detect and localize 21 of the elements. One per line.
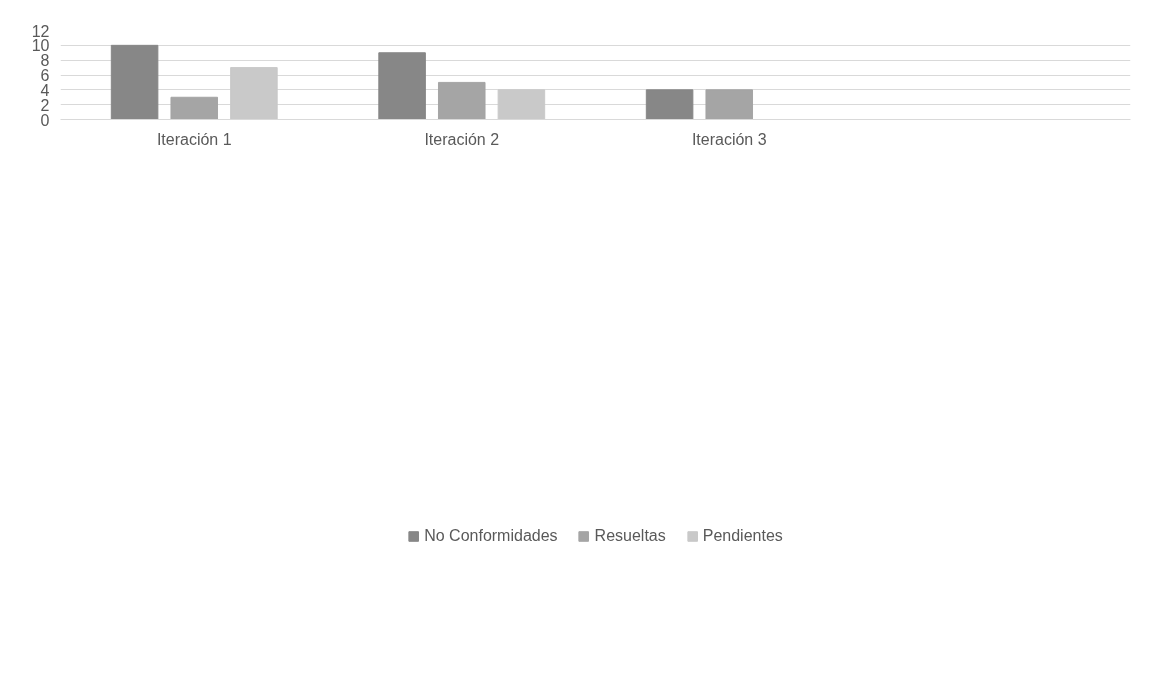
legend-label: Pendientes	[702, 526, 783, 545]
bar	[170, 96, 219, 120]
x-tick-label: Iteración 2	[424, 130, 500, 148]
y-tick-label: 10	[31, 37, 50, 55]
bar	[645, 89, 694, 120]
bar	[705, 89, 754, 120]
y-tick-label: 8	[40, 52, 50, 70]
y-tick-label: 0	[40, 111, 50, 129]
x-tick-label: Iteración 3	[691, 130, 767, 148]
bar	[110, 44, 159, 120]
legend-label: No Conformidades	[424, 526, 558, 545]
bar	[230, 67, 278, 120]
y-tick-label: 2	[40, 96, 50, 114]
y-tick-label: 12	[31, 22, 50, 40]
legend-label: Resueltas	[594, 526, 666, 545]
x-tick-label: Iteración 1	[156, 130, 232, 148]
y-tick-label: 6	[40, 67, 50, 84]
bar	[437, 81, 486, 120]
bar	[497, 89, 546, 120]
y-tick-label: 4	[40, 81, 50, 99]
bar	[378, 52, 426, 120]
